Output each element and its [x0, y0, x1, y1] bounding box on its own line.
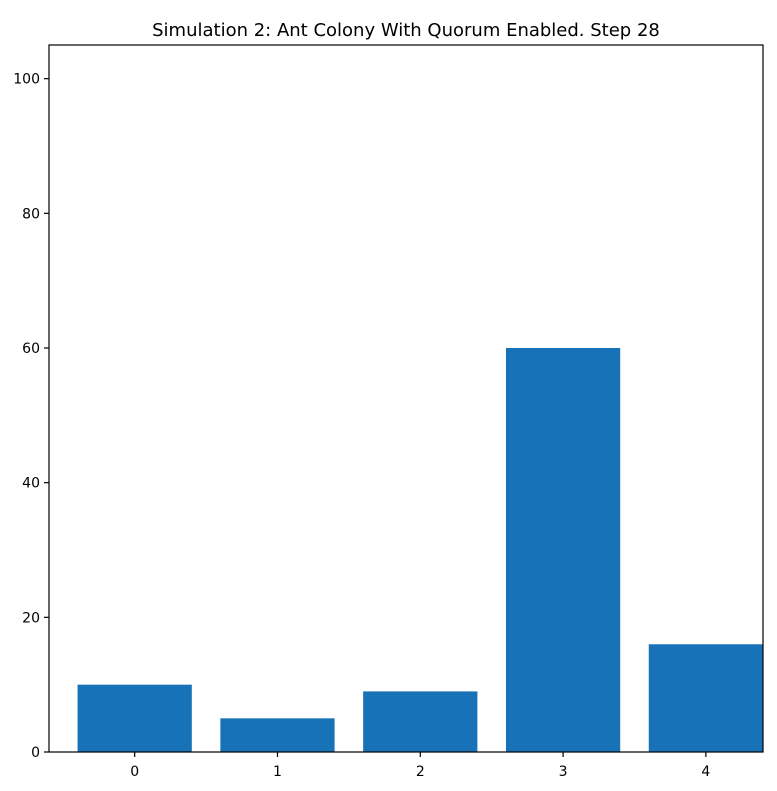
x-tick-label: 1: [273, 764, 282, 780]
y-tick-label: 80: [22, 206, 40, 222]
bars-group: [77, 348, 763, 752]
y-tick-label: 100: [13, 72, 40, 88]
bar-3: [505, 348, 621, 752]
x-tick-label: 3: [559, 764, 568, 780]
y-tick-label: 0: [31, 745, 40, 761]
x-axis-ticks: 0 1 2 3 4: [130, 752, 710, 780]
bar-2: [363, 691, 478, 752]
x-tick-label: 2: [416, 764, 425, 780]
bar-0: [77, 684, 192, 752]
plot-frame: [48, 44, 764, 753]
x-tick-label: 0: [130, 764, 139, 780]
bar-4: [648, 644, 763, 752]
chart-title: Simulation 2: Ant Colony With Quorum Ena…: [152, 20, 660, 41]
y-tick-label: 40: [22, 476, 40, 492]
x-tick-label: 4: [701, 764, 710, 780]
y-axis-ticks: 0 20 40 60 80 100: [13, 72, 49, 761]
y-tick-label: 20: [22, 610, 40, 626]
y-tick-label: 60: [22, 341, 40, 357]
bar-1: [220, 718, 335, 752]
